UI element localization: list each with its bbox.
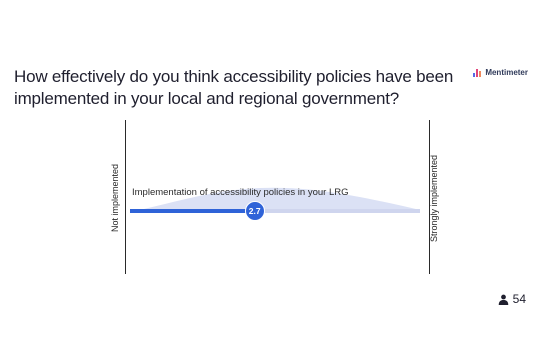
scale-track xyxy=(130,209,420,213)
average-marker: 2.7 xyxy=(244,201,265,221)
axis-left-line xyxy=(125,120,126,274)
brand-logo: Mentimeter xyxy=(473,68,528,77)
scale-min-label: Not implemented xyxy=(110,163,120,232)
scale-max-label: Strongly implemented xyxy=(429,154,439,242)
distribution-area xyxy=(130,187,420,212)
scale-statement: Implementation of accessibility policies… xyxy=(132,187,349,198)
participant-count-value: 54 xyxy=(512,292,526,306)
mentimeter-logo-icon xyxy=(473,68,482,77)
slide-title: How effectively do you think accessibili… xyxy=(14,67,454,108)
user-icon xyxy=(498,294,508,305)
response-distribution xyxy=(130,187,420,212)
axis-right-line xyxy=(429,120,430,274)
scale-average-fill xyxy=(130,209,255,213)
participant-count: 54 xyxy=(498,292,526,306)
brand-name: Mentimeter xyxy=(485,68,528,77)
